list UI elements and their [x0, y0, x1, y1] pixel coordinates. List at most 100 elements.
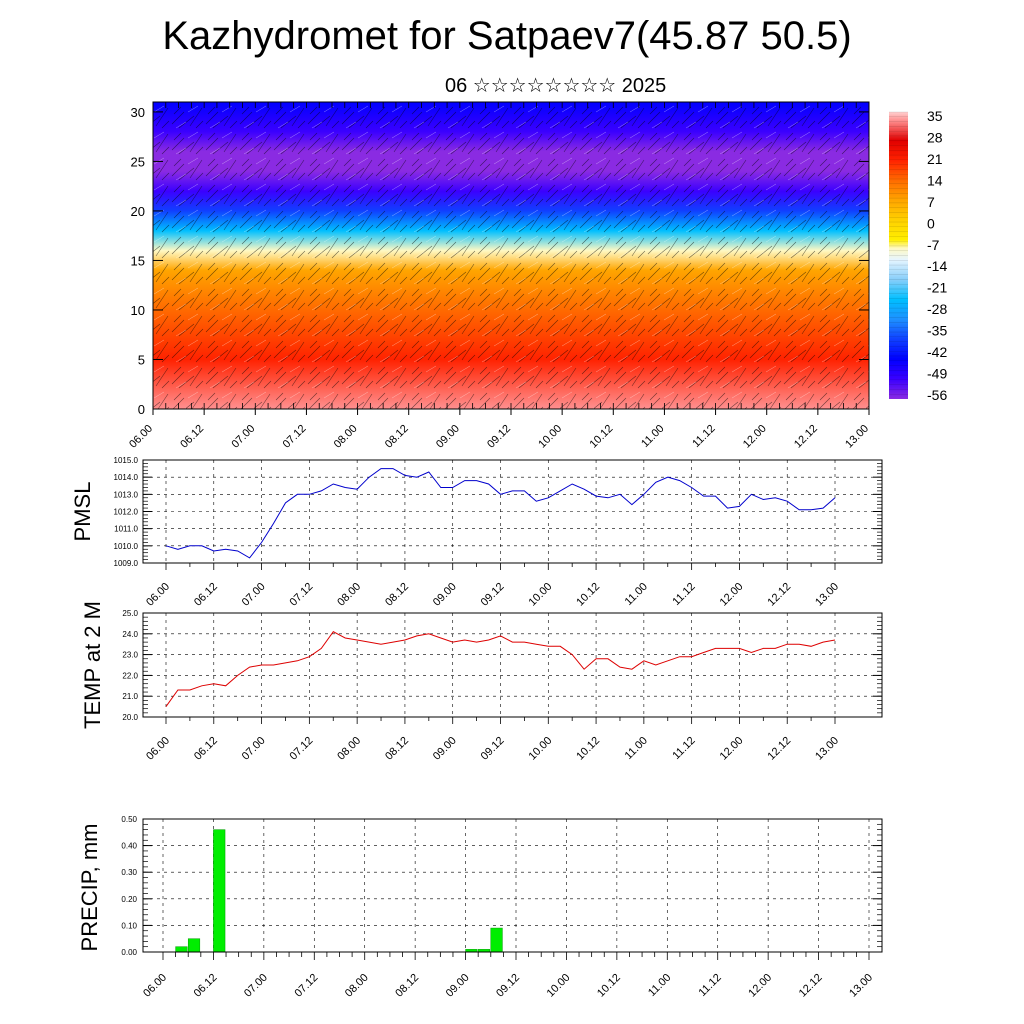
- x-tick-label: 09.00: [431, 735, 459, 763]
- y-tick-label: 22.0: [122, 671, 138, 680]
- x-tick-label: 11.00: [623, 735, 650, 762]
- x-tick-label: 10.12: [595, 972, 623, 1000]
- colorbar-label: 21: [927, 151, 943, 167]
- x-tick-label: 10.00: [536, 423, 564, 451]
- x-tick-label: 07.12: [292, 972, 320, 1000]
- precip-bar: [175, 946, 188, 953]
- colorbar-label: 0: [927, 215, 935, 231]
- colorbar-label: -42: [927, 344, 947, 360]
- x-tick-label: 07.00: [242, 972, 270, 1000]
- colorbar-label: -35: [927, 323, 947, 339]
- x-tick-label: 10.12: [574, 581, 602, 609]
- x-tick-label: 13.00: [843, 423, 871, 451]
- x-tick-label: 11.12: [696, 972, 723, 999]
- y-tick-label: 0.00: [121, 948, 137, 957]
- y-tick-label: 1011.0: [114, 525, 138, 534]
- temp-ylabel: TEMP at 2 M: [80, 601, 105, 729]
- page-title: Kazhydromet for Satpaev7(45.87 50.5): [162, 14, 852, 58]
- y-tick-label: 25: [131, 154, 145, 169]
- y-tick-label: 1010.0: [114, 542, 139, 551]
- colorbar-label: -28: [927, 301, 947, 317]
- x-tick-label: 07.12: [288, 581, 316, 609]
- x-tick-label: 07.00: [240, 735, 268, 763]
- x-tick-label: 06.12: [192, 581, 220, 609]
- x-tick-label: 08.00: [343, 972, 371, 1000]
- y-tick-label: 0.30: [121, 868, 137, 877]
- x-tick-label: 07.00: [240, 581, 268, 609]
- colorbar-label: 14: [927, 172, 943, 188]
- x-tick-label: 08.12: [383, 423, 411, 451]
- x-tick-label: 06.00: [127, 423, 155, 451]
- y-tick-label: 20: [131, 204, 145, 219]
- precip-bar: [213, 829, 226, 953]
- x-tick-label: 07.12: [281, 423, 309, 451]
- colorbar-label: 35: [927, 108, 943, 124]
- colorbar-label: 7: [927, 194, 935, 210]
- colorbar-label: -7: [927, 237, 940, 253]
- colorbar-gradient: [889, 112, 908, 399]
- plot-frame: [142, 818, 883, 953]
- y-tick-label: 1015.0: [114, 456, 139, 465]
- y-tick-label: 1009.0: [114, 559, 139, 568]
- x-tick-label: 09.12: [494, 972, 522, 1000]
- precip-bar: [187, 938, 201, 953]
- vertical-profile-chart: 0 5 10 15 20 25 30 06.00 06.12 07.00 07.12 08.00 08.…: [127, 101, 871, 451]
- x-tick-label: 08.00: [335, 735, 363, 763]
- x-tick-label: 08.12: [383, 581, 411, 609]
- y-tick-label: 0.20: [121, 895, 137, 904]
- colorbar-label: 28: [927, 129, 943, 145]
- colorbar-label: -21: [927, 280, 947, 296]
- y-tick-label: 0: [138, 402, 145, 417]
- y-tick-label: 30: [131, 105, 145, 120]
- pmsl-ylabel: PMSL: [70, 482, 95, 542]
- x-tick-label: 12.12: [797, 972, 825, 1000]
- x-tick-label: 08.00: [332, 423, 360, 451]
- x-tick-label: 10.12: [574, 735, 602, 763]
- x-tick-label: 11.12: [670, 735, 697, 762]
- y-tick-label: 15: [131, 253, 145, 268]
- y-tick-label: 10: [131, 303, 145, 318]
- x-tick-label: 09.12: [485, 423, 513, 451]
- x-tick-label: 06.00: [144, 735, 172, 763]
- y-tick-label: 25.0: [122, 609, 138, 618]
- x-tick-label: 11.12: [690, 423, 717, 450]
- temp-series-line: [165, 631, 836, 707]
- x-tick-label: 08.12: [383, 735, 411, 763]
- x-tick-label: 08.12: [393, 972, 421, 1000]
- x-tick-label: 09.12: [479, 735, 507, 763]
- colorbar: 35 28 21 14 7 0 -7 -14 -21 -28 -35 -42 -49 -56: [889, 108, 947, 403]
- pmsl-chart: 1009.0 1010.0 1011.0 1012.0 1013.0 1014.0 1015…: [70, 456, 883, 609]
- x-tick-label: 10.00: [545, 972, 573, 1000]
- x-tick-label: 06.00: [141, 972, 169, 1000]
- colorbar-label: -14: [927, 258, 947, 274]
- x-tick-label: 09.00: [434, 423, 462, 451]
- x-tick-label: 11.12: [670, 581, 697, 608]
- x-tick-label: 09.00: [444, 972, 472, 1000]
- y-tick-label: 24.0: [122, 630, 138, 639]
- x-tick-label: 10.12: [587, 423, 615, 451]
- y-tick-label: 20.0: [122, 713, 138, 722]
- plot-frame: [142, 612, 883, 718]
- y-tick-label: 5: [138, 352, 145, 367]
- x-tick-label: 12.12: [765, 581, 793, 609]
- colorbar-label: -56: [927, 387, 947, 403]
- x-tick-label: 06.12: [192, 972, 220, 1000]
- y-tick-label: 0.40: [121, 842, 137, 851]
- y-tick-label: 0.10: [121, 921, 137, 930]
- wind-streamlines: [153, 102, 869, 409]
- x-tick-label: 06.12: [178, 423, 206, 451]
- x-tick-label: 11.00: [623, 581, 650, 608]
- x-tick-label: 13.00: [813, 735, 841, 763]
- x-tick-label: 12.00: [718, 581, 746, 609]
- x-tick-label: 11.00: [646, 972, 673, 999]
- y-tick-label: 21.0: [122, 692, 138, 701]
- pmsl-series-line: [165, 468, 836, 559]
- x-tick-label: 12.00: [746, 972, 774, 1000]
- x-tick-label: 10.00: [526, 735, 554, 763]
- y-tick-label: 1013.0: [114, 490, 139, 499]
- x-tick-label: 13.00: [847, 972, 875, 1000]
- x-tick-label: 07.00: [229, 423, 257, 451]
- x-tick-label: 09.00: [431, 581, 459, 609]
- temp-chart: 20.0 21.0 22.0 23.0 24.0 25.0 06.00 06.12 07.00 0…: [80, 601, 883, 763]
- x-tick-label: 10.00: [526, 581, 554, 609]
